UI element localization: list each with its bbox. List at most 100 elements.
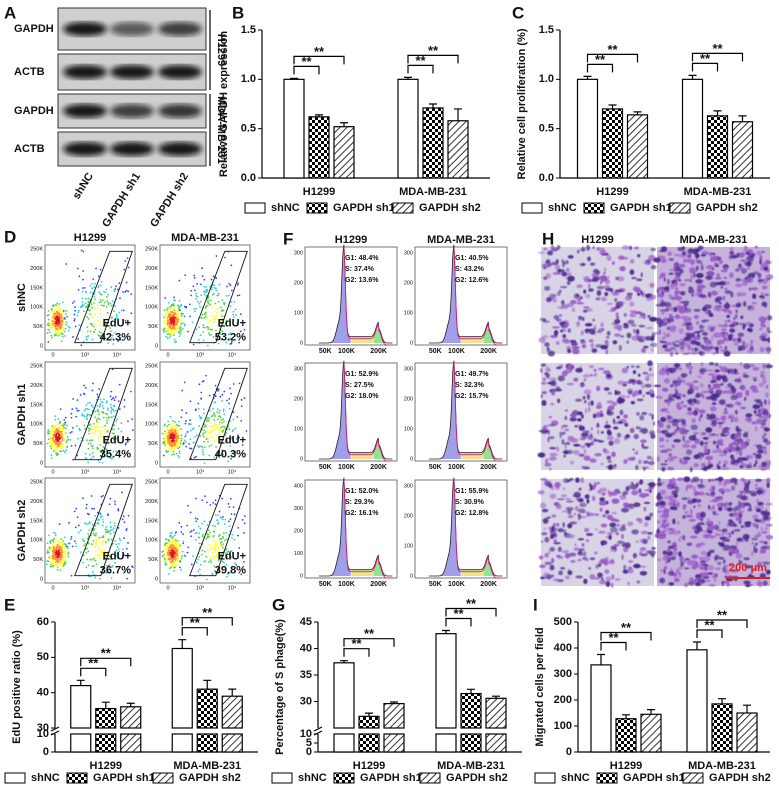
cell — [662, 449, 668, 453]
flow-dot — [93, 286, 96, 289]
cell — [644, 335, 652, 341]
flow-dot — [217, 551, 220, 554]
cell — [747, 327, 752, 332]
cell — [693, 314, 699, 320]
flow-dot — [98, 421, 101, 424]
flow-dot — [64, 554, 66, 557]
cell — [643, 467, 646, 471]
cell — [582, 373, 590, 378]
cell — [583, 306, 590, 309]
cell — [574, 505, 579, 512]
flow-dot — [70, 412, 73, 415]
cell — [630, 365, 635, 368]
flow-dot — [209, 431, 212, 434]
cell — [763, 438, 768, 443]
flow-dot — [121, 491, 123, 494]
cell — [573, 547, 579, 552]
flow-dot — [178, 320, 180, 323]
cell — [720, 415, 727, 421]
flow-dot — [164, 563, 167, 566]
flow-dot — [88, 432, 91, 435]
cell — [757, 449, 764, 452]
flow-dot — [107, 407, 109, 410]
flow-dot — [182, 312, 184, 315]
cycle-y-tick: 100 — [404, 426, 413, 432]
cell — [720, 308, 727, 312]
flow-dot — [228, 428, 231, 431]
flow-dot — [236, 284, 239, 286]
flow-dot — [187, 546, 190, 549]
cycle-g2-area — [373, 322, 393, 343]
flow-dot — [55, 327, 58, 330]
flow-dot — [94, 543, 97, 546]
flow-dot — [205, 288, 208, 291]
cell — [682, 443, 691, 449]
flow-dot — [172, 320, 174, 323]
flow-dot — [59, 408, 62, 411]
flow-dot — [73, 510, 76, 513]
flow-dot — [58, 545, 61, 548]
flow-dot — [205, 286, 207, 288]
cell — [572, 449, 580, 455]
cell — [620, 335, 625, 338]
flow-y-tick: 100K — [145, 538, 158, 544]
cell — [682, 352, 690, 356]
flow-dot — [75, 507, 78, 510]
cell — [669, 325, 677, 330]
cell — [621, 256, 629, 260]
flow-dot — [105, 437, 107, 439]
flow-dot — [180, 525, 183, 528]
cell — [627, 559, 634, 563]
cell — [756, 444, 763, 450]
cell — [755, 425, 758, 432]
cell — [690, 291, 694, 298]
cell — [758, 465, 763, 469]
cell — [577, 558, 582, 562]
flow-dot — [50, 429, 53, 432]
flow-dot — [110, 286, 113, 288]
cell — [687, 324, 694, 331]
flow-dot — [92, 529, 95, 532]
flow-dot — [112, 450, 115, 453]
cell — [538, 337, 546, 344]
cycle-plot — [414, 362, 508, 462]
flow-dot — [213, 413, 216, 416]
cell — [708, 413, 717, 420]
cell — [635, 540, 639, 543]
flow-dot — [180, 531, 183, 533]
cycle-s-area — [461, 335, 483, 343]
cell — [609, 559, 615, 565]
cell — [729, 250, 734, 256]
cell — [690, 424, 698, 430]
flow-dot — [91, 324, 93, 327]
cell — [660, 491, 666, 495]
flow-dot — [193, 308, 195, 310]
cycle-phase-label: G2: 18.0% — [345, 393, 379, 400]
flow-dot — [199, 283, 202, 286]
cell — [739, 252, 745, 258]
flow-dot — [169, 317, 172, 320]
flow-dot — [226, 439, 229, 442]
flow-dot — [100, 300, 103, 303]
flow-dot — [225, 538, 228, 541]
flow-dot — [78, 324, 80, 327]
flow-dot — [50, 323, 53, 326]
cell — [734, 443, 740, 446]
flow-x-tick: 10⁴ — [113, 584, 122, 591]
blot-lane-label: GAPDH sh1 — [100, 171, 143, 230]
cell — [713, 306, 720, 311]
flow-dot — [106, 419, 109, 422]
cell — [563, 450, 569, 454]
cycle-phase-label: G1: 49.7% — [455, 371, 489, 378]
cell — [765, 502, 773, 506]
flow-dot — [225, 295, 228, 297]
cycle-phase-label: G2: 15.7% — [455, 393, 489, 400]
flow-dot — [78, 275, 81, 278]
flow-dot — [117, 400, 120, 403]
cell — [683, 318, 692, 324]
cell — [583, 449, 587, 455]
cell — [553, 523, 556, 527]
flow-dot — [50, 443, 53, 446]
flow-dot — [220, 306, 222, 309]
cell — [542, 377, 546, 382]
